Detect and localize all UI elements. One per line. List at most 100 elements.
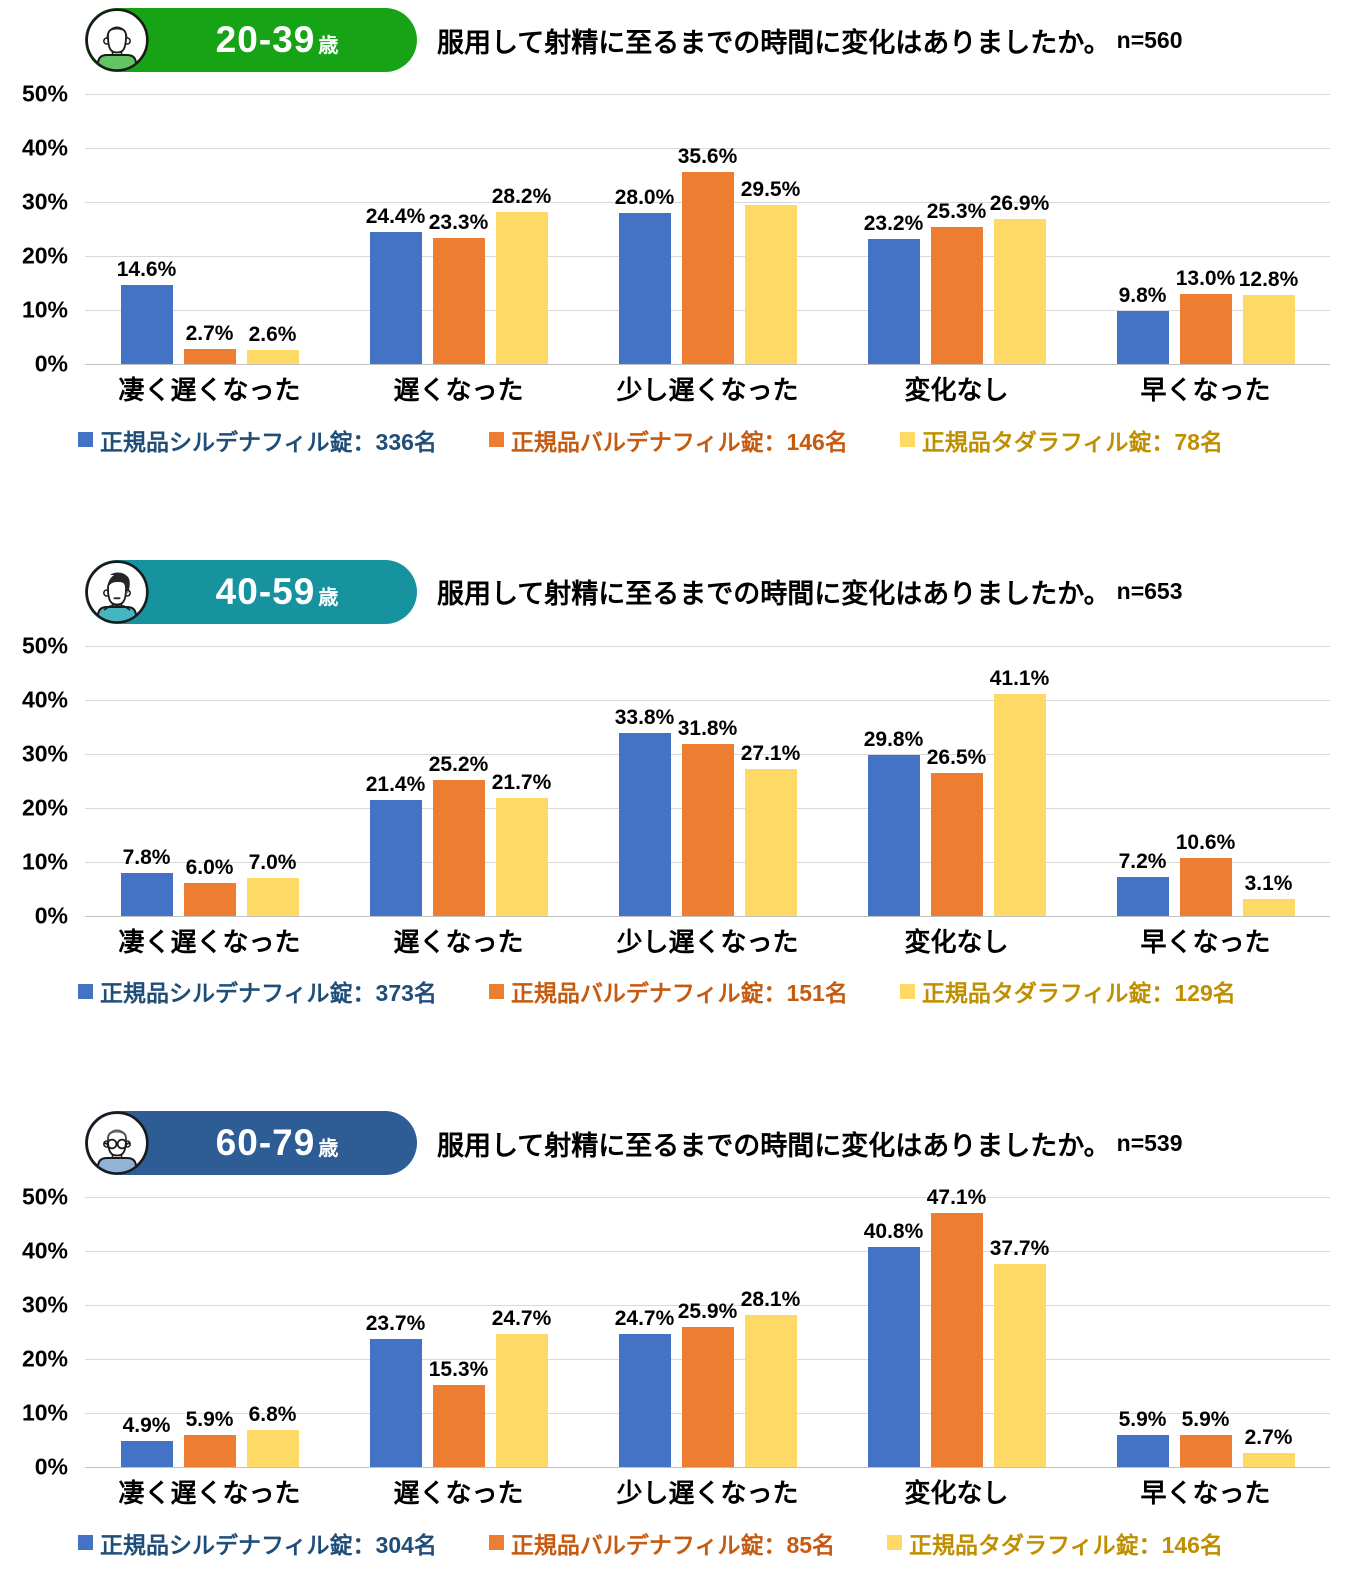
chart-legend: 正規品シルデナフィル錠：336名 正規品バルデナフィル錠：146名 正規品タダラフィ… — [78, 423, 1349, 457]
category-label: 凄く遅くなった — [118, 1478, 301, 1509]
bar — [1179, 293, 1232, 364]
legend-label: 正規品シルデナフィル錠：336名 — [100, 428, 437, 455]
legend-swatch — [887, 1535, 903, 1551]
bar — [183, 1435, 236, 1468]
bar-value-label: 21.7% — [491, 771, 552, 795]
bar — [246, 349, 299, 364]
bar — [1242, 1452, 1295, 1468]
bar — [120, 285, 173, 364]
bar-value-label: 35.6% — [677, 144, 738, 168]
bar-value-label: 7.0% — [248, 850, 297, 874]
bar — [744, 769, 797, 916]
legend-label: 正規品タダラフィル錠：78名 — [921, 428, 1223, 455]
bar — [495, 211, 548, 364]
bar — [1116, 311, 1169, 364]
age-range-label: 40-59 歳 — [85, 571, 417, 613]
bar-value-label: 6.0% — [185, 856, 234, 880]
gridline — [85, 1467, 1330, 1469]
bar — [432, 1384, 485, 1468]
x-axis-category-labels: 凄く遅くなった 遅くなった 少し遅くなった 変化なし 早くなった — [85, 926, 1330, 957]
legend-label: 正規品バルデナフィル錠：85名 — [510, 1531, 836, 1558]
category-label: 凄く遅くなった — [118, 926, 301, 957]
legend-swatch — [488, 983, 504, 999]
gridline — [85, 915, 1330, 917]
category-label: 少し遅くなった — [616, 375, 799, 405]
bar — [867, 238, 920, 364]
age-range-number: 40-59 — [215, 570, 316, 612]
bar — [432, 238, 485, 364]
chart-legend: 正規品シルデナフィル錠：373名 正規品バルデナフィル錠：151名 正規品タダラフィ… — [78, 974, 1349, 1008]
y-axis-tick-label: 10% — [21, 296, 68, 323]
category-label: 早くなった — [1140, 375, 1271, 405]
age-range-number: 60-79 — [215, 1122, 316, 1164]
bar-value-label: 9.8% — [1118, 284, 1167, 308]
legend-label: 正規品シルデナフィル錠：373名 — [100, 980, 437, 1007]
sample-size-label: n=560 — [1116, 26, 1183, 53]
bar — [246, 877, 299, 916]
x-axis-category-labels: 凄く遅くなった 遅くなった 少し遅くなった 変化なし 早くなった — [85, 376, 1330, 405]
gridline — [85, 1305, 1330, 1307]
age-group-badge: 20-39 歳 — [85, 8, 417, 72]
bar — [495, 1333, 548, 1468]
bar-value-label: 6.8% — [248, 1403, 297, 1427]
bar-value-label: 24.4% — [365, 205, 426, 229]
bar-value-label: 10.6% — [1175, 831, 1236, 855]
gridline — [85, 699, 1330, 701]
bar-value-label: 23.3% — [428, 211, 489, 235]
bar — [120, 1440, 173, 1468]
legend-label: 正規品シルデナフィル錠：304名 — [100, 1531, 437, 1558]
legend-swatch — [899, 432, 915, 448]
category-label: 遅くなった — [393, 1478, 524, 1509]
sample-size-label: n=539 — [1116, 1129, 1183, 1156]
bar — [246, 1430, 299, 1468]
legend-item: 正規品バルデナフィル錠：146名 — [488, 423, 848, 457]
bar-value-label: 33.8% — [614, 706, 675, 730]
middle-aged-man-avatar-icon — [85, 559, 149, 624]
category-label: 早くなった — [1140, 1478, 1271, 1509]
bar — [369, 1339, 422, 1468]
bar-value-label: 29.5% — [740, 177, 801, 201]
legend-item: 正規品バルデナフィル錠：85名 — [488, 1526, 836, 1560]
bar-value-label: 26.5% — [926, 745, 987, 769]
y-axis-tick-label: 0% — [34, 350, 68, 377]
sample-size-label: n=653 — [1116, 578, 1183, 605]
y-axis-tick-label: 20% — [21, 794, 68, 821]
bar-value-label: 14.6% — [116, 258, 177, 282]
y-axis-tick-label: 50% — [21, 1183, 68, 1210]
bar-value-label: 27.1% — [740, 742, 801, 766]
bar — [993, 218, 1046, 364]
bar — [183, 883, 236, 916]
bar — [930, 772, 983, 916]
gridline — [85, 148, 1330, 149]
bar-value-label: 5.9% — [185, 1408, 234, 1432]
bar-value-label: 5.9% — [1118, 1408, 1167, 1432]
y-axis-tick-label: 30% — [21, 1291, 68, 1318]
y-axis-tick-label: 40% — [21, 134, 68, 161]
bar — [369, 800, 422, 916]
legend-item: 正規品バルデナフィル錠：151名 — [488, 974, 848, 1008]
bar-value-label: 24.7% — [614, 1306, 675, 1330]
chart-legend: 正規品シルデナフィル錠：304名 正規品バルデナフィル錠：85名 正規品タダラフィル… — [78, 1526, 1349, 1560]
gridline — [85, 364, 1330, 365]
legend-swatch — [488, 1535, 504, 1551]
category-label: 少し遅くなった — [616, 1478, 799, 1509]
legend-swatch — [78, 983, 93, 999]
bar-value-label: 41.1% — [989, 666, 1050, 690]
legend-item: 正規品タダラフィル錠：129名 — [899, 974, 1236, 1008]
y-axis-tick-label: 0% — [34, 902, 68, 929]
y-axis-tick-label: 30% — [21, 188, 68, 215]
bar — [993, 693, 1046, 916]
bar — [369, 232, 422, 364]
bar-chart-plot-area: 50% 40% 30% 20% 10% 0% 14.6% 24.4% 28.0% 23.2% 9.8… — [22, 82, 1330, 375]
age-unit: 歳 — [318, 586, 339, 609]
bar-chart-plot-area: 50% 40% 30% 20% 10% 0% 7.8% 21.4% 33.8% 29.8% 7.2%… — [22, 634, 1330, 927]
bar-value-label: 25.3% — [926, 200, 987, 224]
bar — [681, 743, 734, 916]
legend-item: 正規品シルデナフィル錠：304名 — [78, 1526, 437, 1560]
age-group-40-59-chart-section: 40-59 歳 服用して射精に至るまでの時間に変化はありましたか。 n=653 5… — [0, 552, 1349, 1009]
bar-chart-plot-area: 50% 40% 30% 20% 10% 0% 4.9% 23.7% 24.7% 40.8% 5.9%… — [22, 1185, 1330, 1478]
bar-value-label: 31.8% — [677, 716, 738, 740]
bar-value-label: 28.2% — [491, 184, 552, 208]
bar — [1242, 898, 1295, 916]
age-range-label: 20-39 歳 — [85, 19, 417, 61]
